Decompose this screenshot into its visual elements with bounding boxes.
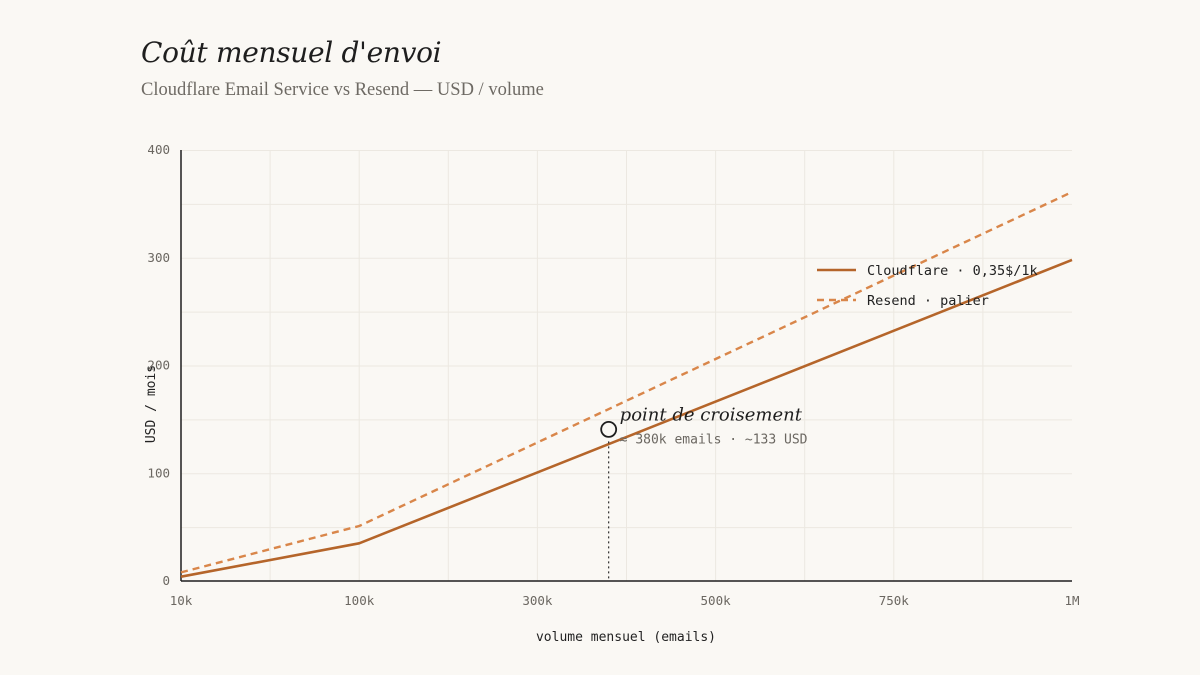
y-tick-label: 100 [147,465,170,480]
annotation-title: point de croisement [620,404,803,425]
chart-grid [181,150,1072,581]
y-tick-label: 400 [147,142,170,157]
chart-axes [180,150,1072,582]
y-tick-label: 300 [147,250,170,265]
chart-legend: Cloudflare · 0,35$/1k Resend · palier [817,263,1038,309]
x-tick-label: 10k [170,593,193,608]
x-tick-labels: 10k 100k 300k 500k 750k 1M [170,593,1080,608]
x-tick-label: 750k [879,593,910,608]
y-tick-label: 200 [147,358,170,373]
crossover-marker [600,420,618,438]
series-line-cloudflare [180,258,1073,578]
x-axis-label: volume mensuel (emails) [536,630,716,645]
chart-subtitle: Cloudflare Email Service vs Resend — USD… [141,80,544,100]
y-tick-label: 0 [162,573,170,588]
annotation-detail: ≈ 380k emails · ~133 USD [620,432,808,447]
series-line-resend [180,190,1073,574]
x-tick-label: 100k [344,593,375,608]
legend-label: Resend · palier [867,293,989,309]
chart-series [180,190,1073,578]
crossover-annotation: point de croisement ≈ 380k emails · ~133 … [600,404,808,581]
x-tick-label: 300k [522,593,553,608]
x-tick-label: 500k [701,593,732,608]
legend-label: Cloudflare · 0,35$/1k [867,263,1038,279]
y-axis-label: USD / mois [144,365,159,443]
chart-title: Coût mensuel d'envoi [141,36,442,69]
x-tick-label: 1M [1064,593,1079,608]
y-tick-labels: 0 100 200 300 400 [147,142,170,588]
